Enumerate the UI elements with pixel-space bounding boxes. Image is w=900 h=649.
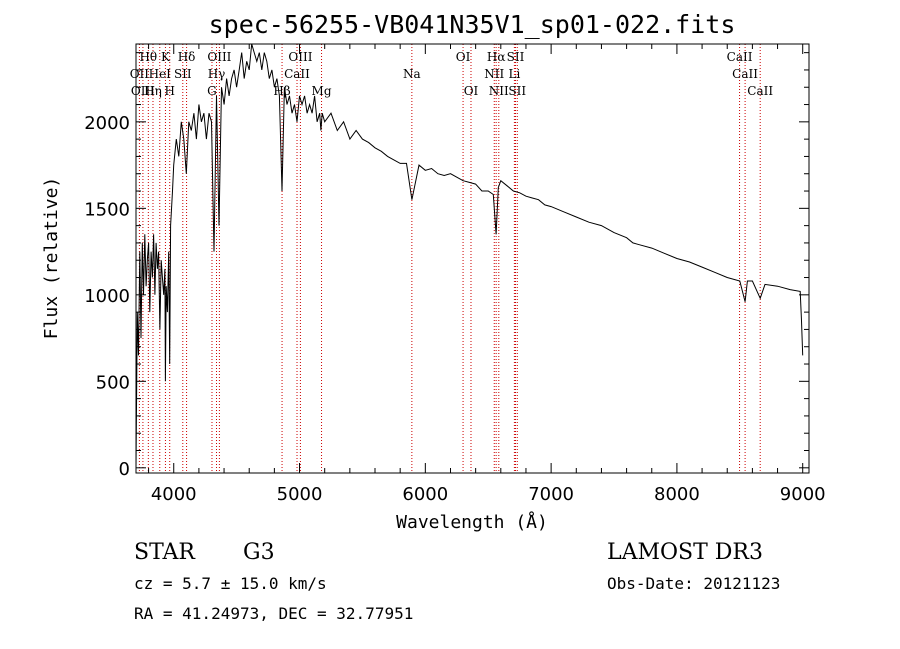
x-tick-label: 6000 (402, 484, 448, 505)
line-label: OI (464, 84, 479, 98)
obs-date: Obs-Date: 20121123 (607, 574, 780, 593)
x-tick-label: 4000 (151, 484, 197, 505)
line-label: Hα (487, 50, 506, 64)
line-markers (138, 44, 761, 473)
axis-ticks: 4000 5000 6000 7000 8000 9000 0 500 1000 1500 2000 (84, 44, 826, 505)
line-label: SII (174, 67, 192, 81)
y-tick-label: 1000 (84, 286, 130, 307)
line-label: CaII (727, 50, 753, 64)
line-label: Hδ (178, 50, 196, 64)
line-label: CaII (284, 67, 310, 81)
line-label: Hη (144, 84, 162, 98)
line-label: Hγ (208, 67, 226, 81)
survey-name: LAMOST DR3 (607, 540, 763, 565)
line-label: H (164, 84, 174, 98)
line-label: HeI (149, 67, 172, 81)
x-axis-label: Wavelength (Å) (396, 511, 548, 533)
line-label: Li (508, 67, 520, 81)
line-label: SII (507, 50, 525, 64)
line-label: NII (489, 84, 509, 98)
line-label: OIII (207, 50, 231, 64)
y-tick-label: 0 (119, 459, 130, 480)
coordinates: RA = 41.24973, DEC = 32.77951 (134, 604, 413, 623)
line-label: CaII (747, 84, 773, 98)
line-label: G (207, 84, 217, 98)
y-tick-label: 500 (96, 372, 130, 393)
y-axis-label: Flux (relative) (41, 177, 62, 340)
chart-title: spec-56255-VB041N35V1_sp01-022.fits (209, 10, 736, 39)
x-tick-label: 7000 (528, 484, 574, 505)
y-tick-label: 2000 (84, 113, 130, 134)
object-subclass: G3 (243, 540, 275, 565)
x-tick-label: 8000 (654, 484, 700, 505)
line-label: CaII (732, 67, 758, 81)
y-tick-label: 1500 (84, 199, 130, 220)
line-label: Na (403, 67, 421, 81)
line-label: Hθ (139, 50, 157, 64)
x-tick-label: 5000 (277, 484, 323, 505)
line-label: OII (130, 67, 150, 81)
line-label: OI (456, 50, 471, 64)
x-tick-label: 9000 (780, 484, 826, 505)
redshift-cz: cz = 5.7 ± 15.0 km/s (134, 574, 327, 593)
line-label: Mg (312, 84, 332, 98)
line-label: NII (484, 67, 504, 81)
line-label: K (161, 50, 171, 64)
spectrum-line (135, 43, 804, 468)
plot-frame (135, 43, 810, 474)
line-label: OIII (288, 50, 312, 64)
line-label: SII (508, 84, 526, 98)
object-class: STAR (134, 540, 196, 565)
line-label: Hβ (273, 84, 290, 98)
